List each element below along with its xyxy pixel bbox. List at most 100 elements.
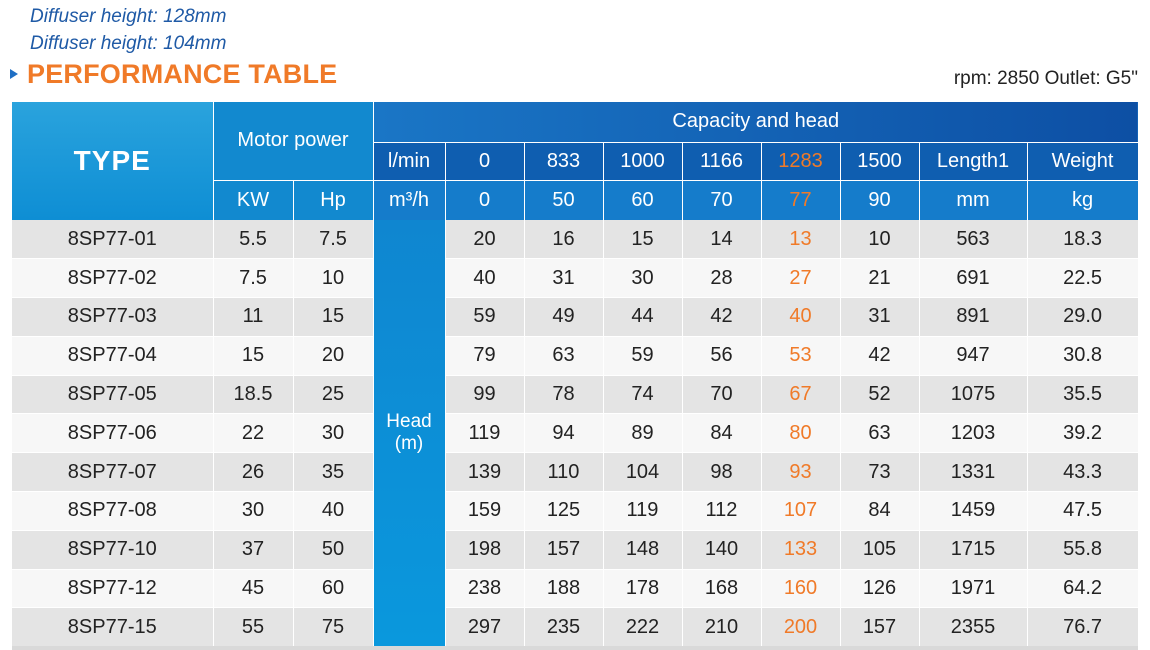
kw-unit: KW [213, 179, 294, 220]
head-cell: 73 [840, 452, 920, 493]
hp-cell: 15 [293, 297, 374, 337]
head-cell-highlight: 67 [761, 375, 841, 415]
head-cell: 99 [445, 375, 525, 415]
type-cell: 8SP77-07 [12, 452, 214, 493]
kw-cell: 55 [213, 607, 294, 648]
head-cell: 235 [524, 607, 604, 648]
head-cell: 52 [840, 375, 920, 415]
length-cell: 691 [919, 258, 1028, 299]
length-cell: 1715 [919, 530, 1028, 570]
lmin-value-highlight: 1283 [761, 141, 841, 180]
head-cell: 104 [603, 452, 683, 493]
kw-cell: 30 [213, 491, 294, 531]
type-cell: 8SP77-02 [12, 258, 214, 299]
head-cell-highlight: 13 [761, 220, 841, 260]
head-cell: 112 [682, 491, 762, 531]
head-cell-highlight: 80 [761, 413, 841, 454]
kw-cell: 26 [213, 452, 294, 493]
head-cell: 140 [682, 530, 762, 570]
hp-cell: 7.5 [293, 220, 374, 260]
head-cell: 188 [524, 569, 604, 609]
kw-cell: 7.5 [213, 258, 294, 299]
head-cell-highlight: 53 [761, 336, 841, 376]
kw-cell: 37 [213, 530, 294, 570]
head-cell: 59 [603, 336, 683, 376]
head-cell-highlight: 93 [761, 452, 841, 493]
table-row: 8SP77-07 26 35 139 110 104 98 93 73 1331 43.3 [12, 452, 1139, 493]
head-cell: 148 [603, 530, 683, 570]
m3h-label: m³/h [373, 179, 446, 220]
lmin-value: 1166 [682, 141, 762, 180]
head-cell-highlight: 133 [761, 530, 841, 570]
m3h-value-highlight: 77 [761, 179, 841, 220]
head-cell: 178 [603, 569, 683, 609]
diffuser-height-note-2: Diffuser height: 104mm [30, 33, 227, 54]
hp-unit: Hp [293, 179, 374, 220]
length-cell: 947 [919, 336, 1028, 376]
head-cell: 20 [445, 220, 525, 260]
head-cell: 98 [682, 452, 762, 493]
weight-cell: 43.3 [1027, 452, 1139, 493]
table-row: 8SP77-12 45 60 238 188 178 168 160 126 1971 64.2 [12, 569, 1139, 609]
head-cell-highlight: 160 [761, 569, 841, 609]
head-cell: 21 [840, 258, 920, 299]
table-row: 8SP77-01 5.5 7.5 Head (m) 20 16 15 14 13 10 563 18.3 [12, 220, 1139, 648]
type-header: TYPE [12, 102, 214, 220]
head-cell: 157 [840, 607, 920, 648]
weight-cell: 76.7 [1027, 607, 1139, 648]
m3h-value: 70 [682, 179, 762, 220]
table-row: 8SP77-15 55 75 297 235 222 210 200 157 2355 76.7 [12, 607, 1139, 648]
performance-table: TYPE Motor power Capacity and head l/min… [12, 102, 1139, 648]
head-column-label: Head (m) [373, 220, 446, 648]
head-cell: 119 [603, 491, 683, 531]
rpm-outlet-info: rpm: 2850 Outlet: G5" [953, 68, 1138, 89]
kw-cell: 18.5 [213, 375, 294, 415]
head-cell: 63 [840, 413, 920, 454]
head-cell: 59 [445, 297, 525, 337]
length-cell: 2355 [919, 607, 1028, 648]
head-cell-highlight: 27 [761, 258, 841, 299]
length-cell: 1971 [919, 569, 1028, 609]
length-cell: 1203 [919, 413, 1028, 454]
kw-cell: 45 [213, 569, 294, 609]
head-cell: 198 [445, 530, 525, 570]
head-cell: 126 [840, 569, 920, 609]
head-cell: 10 [840, 220, 920, 260]
head-cell: 84 [682, 413, 762, 454]
weight-cell: 30.8 [1027, 336, 1139, 376]
head-cell: 70 [682, 375, 762, 415]
title-row: PERFORMANCE TABLE [10, 58, 337, 90]
lmin-value: 1000 [603, 141, 683, 180]
table-row: 8SP77-05 18.5 25 99 78 74 70 67 52 1075 35.5 [12, 375, 1139, 415]
head-cell: 89 [603, 413, 683, 454]
kw-cell: 22 [213, 413, 294, 454]
hp-cell: 10 [293, 258, 374, 299]
head-cell: 139 [445, 452, 525, 493]
hp-cell: 20 [293, 336, 374, 376]
m3h-value: 50 [524, 179, 604, 220]
head-cell: 28 [682, 258, 762, 299]
head-cell: 157 [524, 530, 604, 570]
table-row: 8SP77-02 7.5 10 40 31 30 28 27 21 691 22.5 [12, 258, 1139, 299]
weight-cell: 39.2 [1027, 413, 1139, 454]
type-cell: 8SP77-15 [12, 607, 214, 648]
length-unit: mm [919, 179, 1028, 220]
head-cell: 15 [603, 220, 683, 260]
hp-cell: 35 [293, 452, 374, 493]
table-row: 8SP77-10 37 50 198 157 148 140 133 105 1715 55.8 [12, 530, 1139, 570]
weight-cell: 29.0 [1027, 297, 1139, 337]
head-cell: 16 [524, 220, 604, 260]
head-cell: 30 [603, 258, 683, 299]
head-cell: 56 [682, 336, 762, 376]
type-cell: 8SP77-08 [12, 491, 214, 531]
head-cell: 210 [682, 607, 762, 648]
lmin-label: l/min [373, 141, 446, 180]
weight-cell: 22.5 [1027, 258, 1139, 299]
head-cell: 168 [682, 569, 762, 609]
head-cell: 31 [840, 297, 920, 337]
hp-cell: 40 [293, 491, 374, 531]
weight-cell: 55.8 [1027, 530, 1139, 570]
head-cell: 125 [524, 491, 604, 531]
length-cell: 891 [919, 297, 1028, 337]
head-cell: 14 [682, 220, 762, 260]
